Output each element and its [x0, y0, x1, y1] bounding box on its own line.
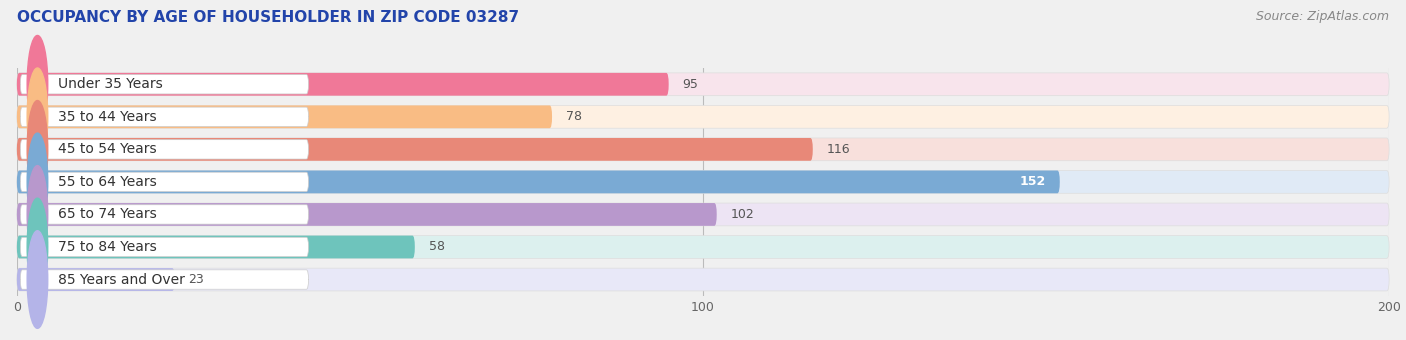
- Text: 95: 95: [682, 78, 699, 91]
- FancyBboxPatch shape: [20, 237, 308, 257]
- FancyBboxPatch shape: [17, 171, 1389, 193]
- FancyBboxPatch shape: [17, 236, 1389, 258]
- Text: OCCUPANCY BY AGE OF HOUSEHOLDER IN ZIP CODE 03287: OCCUPANCY BY AGE OF HOUSEHOLDER IN ZIP C…: [17, 10, 519, 25]
- Text: Source: ZipAtlas.com: Source: ZipAtlas.com: [1256, 10, 1389, 23]
- Text: 45 to 54 Years: 45 to 54 Years: [58, 142, 156, 156]
- FancyBboxPatch shape: [17, 203, 717, 226]
- FancyBboxPatch shape: [20, 270, 308, 289]
- Circle shape: [27, 231, 48, 328]
- FancyBboxPatch shape: [17, 236, 415, 258]
- Text: 75 to 84 Years: 75 to 84 Years: [58, 240, 157, 254]
- FancyBboxPatch shape: [20, 205, 308, 224]
- FancyBboxPatch shape: [20, 140, 308, 159]
- Text: 55 to 64 Years: 55 to 64 Years: [58, 175, 157, 189]
- Circle shape: [27, 35, 48, 133]
- Text: 35 to 44 Years: 35 to 44 Years: [58, 110, 156, 124]
- Text: 23: 23: [188, 273, 204, 286]
- Text: 116: 116: [827, 143, 851, 156]
- FancyBboxPatch shape: [17, 138, 813, 161]
- FancyBboxPatch shape: [20, 172, 308, 191]
- Text: 102: 102: [731, 208, 754, 221]
- FancyBboxPatch shape: [17, 268, 1389, 291]
- Circle shape: [27, 68, 48, 166]
- Circle shape: [27, 166, 48, 263]
- FancyBboxPatch shape: [17, 105, 1389, 128]
- Text: 65 to 74 Years: 65 to 74 Years: [58, 207, 157, 221]
- Circle shape: [27, 198, 48, 296]
- FancyBboxPatch shape: [17, 73, 1389, 96]
- Circle shape: [27, 133, 48, 231]
- FancyBboxPatch shape: [17, 171, 1060, 193]
- FancyBboxPatch shape: [17, 268, 174, 291]
- FancyBboxPatch shape: [17, 105, 553, 128]
- Circle shape: [27, 101, 48, 198]
- Text: 85 Years and Over: 85 Years and Over: [58, 273, 186, 287]
- FancyBboxPatch shape: [17, 138, 1389, 161]
- FancyBboxPatch shape: [20, 107, 308, 126]
- Text: 78: 78: [565, 110, 582, 123]
- FancyBboxPatch shape: [17, 203, 1389, 226]
- Text: 152: 152: [1019, 175, 1046, 188]
- Text: Under 35 Years: Under 35 Years: [58, 77, 163, 91]
- Text: 58: 58: [429, 240, 444, 254]
- FancyBboxPatch shape: [20, 74, 308, 94]
- FancyBboxPatch shape: [17, 73, 669, 96]
